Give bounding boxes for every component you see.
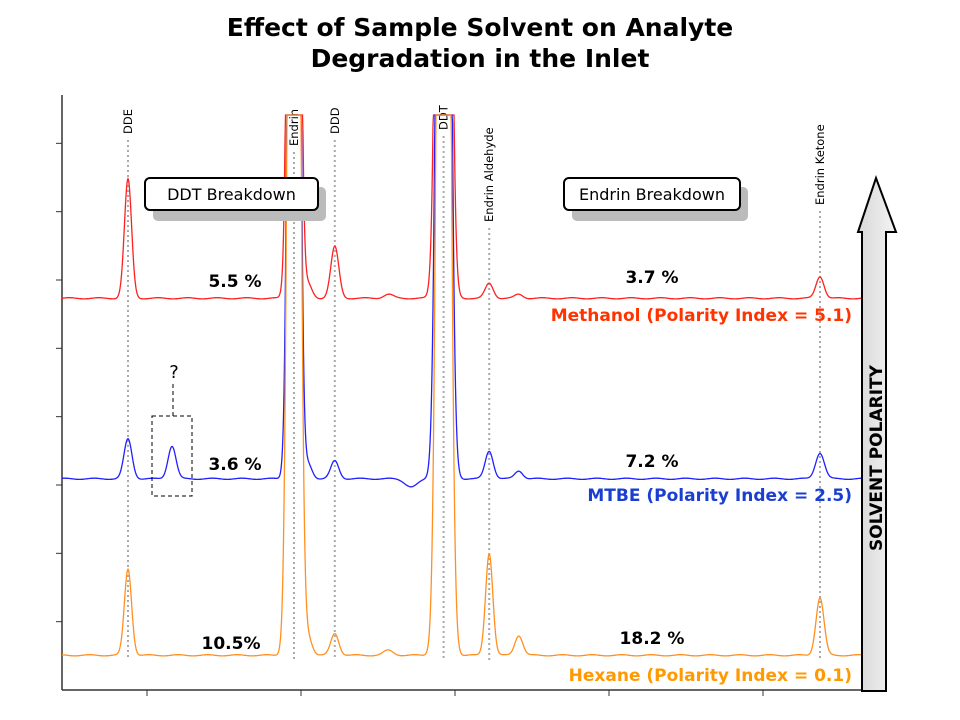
compound-label: Endrin: [287, 109, 301, 146]
trace-hexane: [62, 114, 863, 657]
ddt-breakdown-percent: 10.5%: [202, 634, 261, 654]
endrin-breakdown-percent: 18.2 %: [620, 629, 685, 649]
compound-label: Endrin Ketone: [813, 124, 827, 205]
series-label: Methanol (Polarity Index = 5.1): [551, 306, 852, 326]
polarity-arrow-label: SOLVENT POLARITY: [867, 364, 887, 551]
series-label: Hexane (Polarity Index = 0.1): [569, 666, 852, 686]
ddt-breakdown-percent: 3.6 %: [208, 455, 261, 475]
unknown-peak-box: [151, 415, 193, 497]
compound-label: DDD: [328, 107, 342, 134]
breakdown-box-label: Endrin Breakdown: [579, 185, 725, 204]
endrin-breakdown-percent: 7.2 %: [625, 452, 678, 472]
title-line-1: Effect of Sample Solvent on Analyte: [226, 13, 734, 42]
breakdown-box: [144, 177, 319, 211]
breakdown-box: [563, 177, 741, 211]
unknown-peak-question: ?: [169, 362, 179, 383]
endrin-breakdown-percent: 3.7 %: [625, 268, 678, 288]
series-label: MTBE (Polarity Index = 2.5): [587, 486, 852, 506]
compound-label: DDE: [121, 109, 135, 134]
title-line-2: Degradation in the Inlet: [310, 44, 650, 73]
ddt-breakdown-percent: 5.5 %: [208, 272, 261, 292]
chart-title: Effect of Sample Solvent on Analyte Degr…: [0, 12, 960, 74]
compound-label: DDT: [437, 104, 451, 130]
trace-mtbe: [61, 114, 862, 488]
trace-methanol: [61, 114, 862, 300]
polarity-arrow: [856, 174, 898, 692]
breakdown-box-label: DDT Breakdown: [167, 185, 296, 204]
compound-label: Endrin Aldehyde: [482, 127, 496, 222]
